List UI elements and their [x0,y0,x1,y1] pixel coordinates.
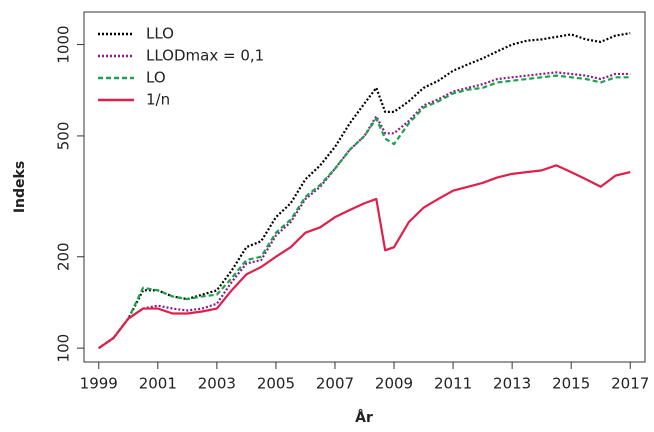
legend-label: LLO [146,25,174,43]
series-line [98,74,631,350]
y-tick-label: 200 [55,242,73,271]
x-tick-label: 2015 [552,375,590,393]
x-tick-label: 2009 [375,375,413,393]
x-tick-label: 2017 [611,375,649,393]
y-tick-label: 1000 [55,25,73,63]
legend-label: 1/n [146,91,170,109]
series-line [98,164,631,350]
x-tick-label: 2003 [198,375,236,393]
x-tick-label: 2013 [493,375,531,393]
plot-frame [83,11,646,363]
series-line [98,71,631,350]
legend-label: LO [146,69,166,87]
x-tick-label: 2011 [434,375,472,393]
x-tick-label: 2007 [316,375,354,393]
legend-label: LLODmax = 0,1 [146,47,264,65]
x-tick-label: 2001 [139,375,177,393]
series-line [98,32,631,350]
x-axis-title: År [355,409,373,426]
x-tick-label: 2005 [257,375,295,393]
y-axis-title: Indeks [12,161,28,213]
y-tick-label: 500 [55,122,73,151]
y-tick-label: 100 [55,334,73,363]
x-tick-label: 1999 [80,375,118,393]
